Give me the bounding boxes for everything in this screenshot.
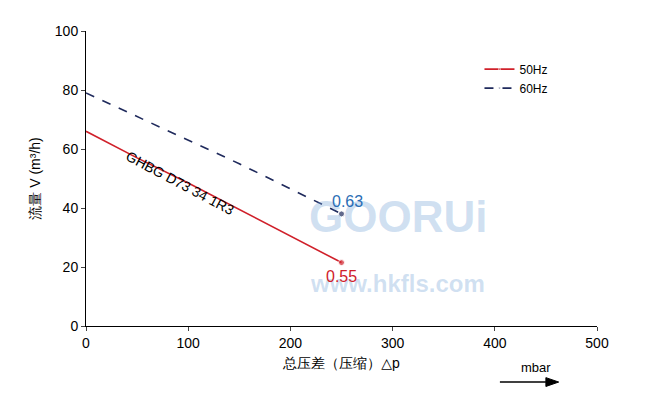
svg-text:mbar: mbar: [521, 360, 551, 375]
svg-text:80: 80: [63, 82, 79, 98]
svg-text:0: 0: [70, 318, 78, 334]
svg-text:100: 100: [55, 23, 79, 39]
svg-text:200: 200: [279, 335, 303, 351]
svg-text:流量 V (m³/h): 流量 V (m³/h): [27, 137, 43, 219]
svg-text:0.63: 0.63: [332, 193, 363, 210]
svg-text:500: 500: [585, 335, 609, 351]
svg-text:0: 0: [82, 335, 90, 351]
svg-text:0.55: 0.55: [326, 268, 357, 285]
svg-text:20: 20: [63, 259, 79, 275]
svg-text:GOORUi: GOORUi: [309, 192, 487, 241]
svg-text:300: 300: [381, 335, 405, 351]
svg-text:60Hz: 60Hz: [519, 82, 547, 96]
svg-text:40: 40: [63, 200, 79, 216]
svg-text:GHBG D73 34 1R3: GHBG D73 34 1R3: [123, 148, 237, 218]
svg-text:50Hz: 50Hz: [519, 63, 547, 77]
svg-text:总压差（压缩）△p: 总压差（压缩）△p: [282, 355, 400, 371]
svg-text:www.hkfls.com: www.hkfls.com: [310, 270, 485, 297]
svg-text:60: 60: [63, 141, 79, 157]
svg-text:400: 400: [483, 335, 507, 351]
svg-text:100: 100: [177, 335, 201, 351]
